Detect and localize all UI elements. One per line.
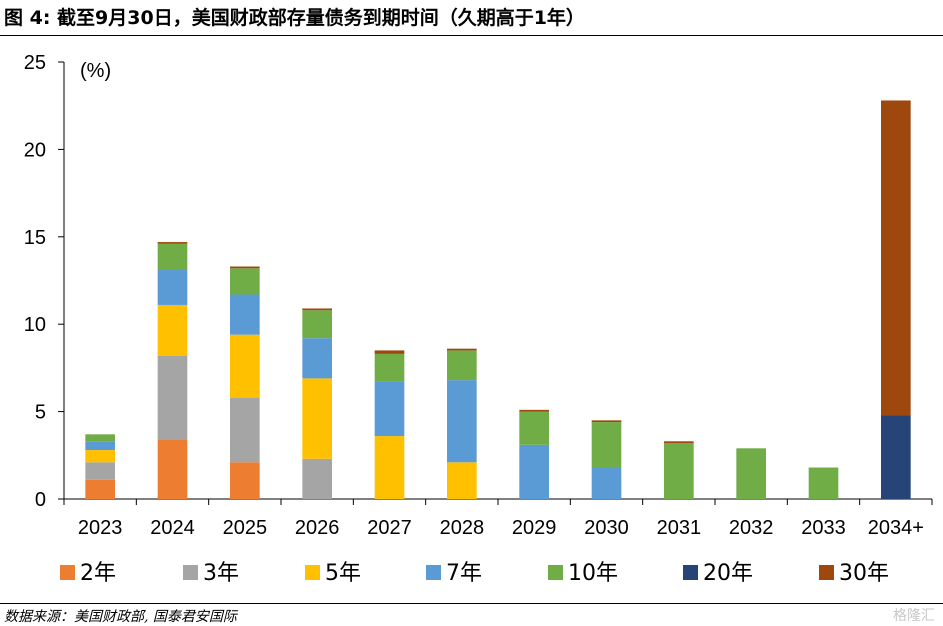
bar-segment bbox=[302, 310, 332, 339]
bar-segment bbox=[447, 348, 477, 351]
y-tick-label: 25 bbox=[24, 52, 46, 74]
bar-segment bbox=[374, 350, 405, 354]
bar-segment bbox=[302, 338, 332, 379]
bar-segment bbox=[664, 441, 694, 444]
bar-segment bbox=[447, 462, 477, 499]
title-divider bbox=[0, 35, 943, 36]
legend-swatch bbox=[683, 565, 698, 580]
legend-swatch bbox=[305, 565, 320, 580]
bar-segment bbox=[157, 242, 188, 244]
bar-segment bbox=[447, 350, 477, 381]
x-tick-label: 2034+ bbox=[868, 517, 924, 539]
y-tick-label: 15 bbox=[24, 227, 46, 249]
legend-label: 30年 bbox=[839, 561, 889, 586]
bar-segment bbox=[302, 378, 332, 459]
y-tick-label: 0 bbox=[35, 489, 46, 511]
bar-segment bbox=[230, 266, 260, 269]
chart-bars bbox=[85, 100, 911, 499]
chart-legend: 2年 3年 5年 7年 10年 20年 30年 bbox=[60, 561, 889, 586]
bar-segment bbox=[230, 397, 260, 463]
x-tick-label: 2032 bbox=[729, 517, 774, 539]
bar-segment bbox=[85, 450, 115, 463]
bar-segment bbox=[374, 353, 405, 382]
legend-label: 20年 bbox=[703, 561, 753, 586]
x-tick-label: 2030 bbox=[584, 517, 629, 539]
x-tick-label: 2024 bbox=[150, 517, 195, 539]
bar-segment bbox=[302, 308, 332, 311]
x-tick-label: 2029 bbox=[512, 517, 557, 539]
legend-swatch bbox=[183, 565, 198, 580]
legend-label: 2年 bbox=[80, 561, 116, 586]
bar-segment bbox=[230, 294, 260, 335]
bar-segment bbox=[591, 467, 622, 499]
x-tick-label: 2033 bbox=[801, 517, 846, 539]
chart-axes bbox=[58, 61, 933, 505]
y-tick-labels: 0 5 10 15 20 25 bbox=[24, 52, 46, 511]
legend-swatch bbox=[60, 565, 75, 580]
y-tick-label: 10 bbox=[24, 314, 46, 336]
bar-segment bbox=[881, 100, 911, 416]
bar-segment bbox=[230, 268, 260, 295]
bar-segment bbox=[157, 439, 188, 499]
legend-label: 10年 bbox=[568, 561, 618, 586]
x-tick-label: 2027 bbox=[367, 517, 412, 539]
bar-segment bbox=[447, 380, 477, 463]
x-tick-label: 2025 bbox=[223, 517, 268, 539]
bar-segment bbox=[157, 304, 188, 356]
bar-segment bbox=[85, 441, 115, 451]
legend-swatch bbox=[819, 565, 834, 580]
y-tick-label: 20 bbox=[24, 139, 46, 161]
bar-segment bbox=[808, 467, 839, 499]
bar-segment bbox=[664, 443, 694, 499]
legend-label: 3年 bbox=[203, 561, 239, 586]
x-tick-labels: 2023 2024 2025 2026 2027 2028 2029 2030 2031 2032… bbox=[78, 517, 924, 539]
bar-segment bbox=[85, 462, 115, 480]
bar-segment bbox=[591, 422, 622, 468]
bar-segment bbox=[230, 334, 260, 398]
bar-segment bbox=[230, 462, 260, 499]
bar-segment bbox=[157, 243, 188, 271]
stacked-bar-chart: 2023 2024 2025 2026 2027 2028 2029 2030 2031 2032… bbox=[24, 52, 933, 586]
bar-segment bbox=[85, 434, 115, 442]
x-tick-label: 2031 bbox=[657, 517, 702, 539]
x-tick-label: 2023 bbox=[78, 517, 123, 539]
y-tick-label: 5 bbox=[35, 402, 46, 424]
x-tick-label: 2026 bbox=[295, 517, 340, 539]
watermark-logo: 格隆汇 bbox=[893, 608, 935, 624]
bar-segment bbox=[736, 448, 766, 499]
bar-segment bbox=[157, 270, 188, 305]
source-divider bbox=[0, 603, 943, 604]
bar-segment bbox=[881, 415, 911, 499]
bar-segment bbox=[519, 411, 549, 445]
legend-label: 7年 bbox=[446, 561, 482, 586]
bar-segment bbox=[374, 381, 405, 437]
legend-swatch bbox=[548, 565, 563, 580]
bar-segment bbox=[374, 436, 405, 499]
unit-label: (%) bbox=[80, 60, 111, 82]
bar-segment bbox=[519, 444, 549, 499]
bar-segment bbox=[302, 458, 332, 499]
bar-segment bbox=[157, 355, 188, 440]
legend-swatch bbox=[426, 565, 441, 580]
x-tick-label: 2028 bbox=[440, 517, 485, 539]
page-title: 图 4: 截至9月30日，美国财政部存量债务到期时间（久期高于1年） bbox=[4, 7, 585, 29]
bar-segment bbox=[519, 409, 549, 412]
bar-segment bbox=[85, 479, 115, 499]
source-note: 数据来源：美国财政部, 国泰君安国际 bbox=[4, 609, 237, 625]
legend-label: 5年 bbox=[325, 561, 361, 586]
bar-segment bbox=[591, 420, 622, 423]
